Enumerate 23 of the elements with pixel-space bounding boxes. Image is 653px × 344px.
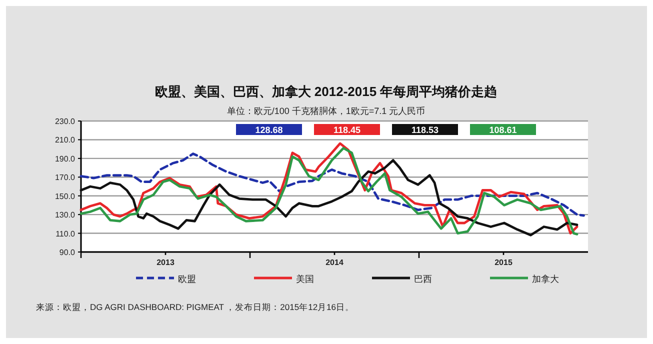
legend-label: 巴西: [414, 274, 432, 284]
y-tick-label: 90.0: [59, 248, 76, 257]
annotation: 108.61: [489, 125, 517, 135]
chart-subtitle: 单位：欧元/100 千克猪胴体，1欧元=7.1 元人民币: [226, 106, 426, 116]
y-tick-label: 130.0: [54, 210, 76, 220]
x-tick-label: 2014: [326, 258, 344, 267]
annotation: 118.53: [411, 125, 439, 135]
annotation: 118.45: [333, 125, 361, 135]
x-tick-label: 2013: [156, 258, 175, 267]
legend-label: 加拿大: [532, 274, 559, 284]
x-tick-label: 2015: [494, 258, 513, 267]
y-tick-label: 210.0: [54, 136, 76, 145]
legend-label: 美国: [296, 274, 314, 284]
annotation: 128.68: [255, 125, 283, 135]
legend-label: 欧盟: [178, 274, 196, 284]
chart-title: 欧盟、美国、巴西、加拿大 2012-2015 年每周平均猪价走趋: [154, 84, 498, 99]
y-tick-label: 110.0: [56, 229, 76, 238]
line-series: [80, 152, 585, 217]
y-tick-label: 230.0: [54, 117, 76, 126]
source-note: 来源：欧盟，DG AGRI DASHBOARD: PIGMEAT ，发布日期：2015年12月16日。: [36, 302, 354, 312]
y-tick-label: 150.0: [54, 192, 76, 201]
y-tick-label: 190.0: [54, 154, 76, 164]
y-tick-label: 170.0: [54, 173, 76, 182]
